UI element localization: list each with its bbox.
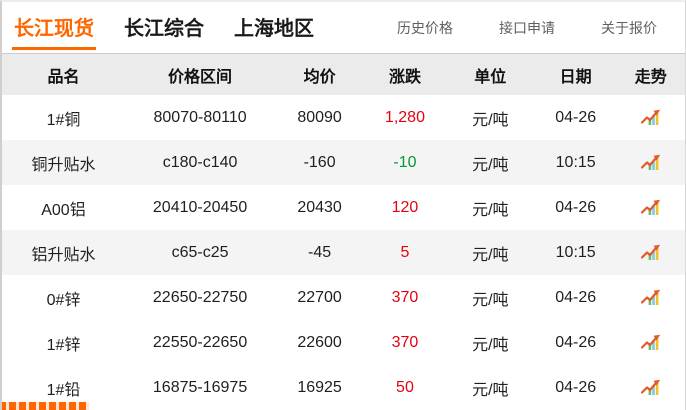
header-date: 日期 (559, 68, 592, 86)
table-header-row: 品名 价格区间 均价 涨跌 单位 日期 走势 (2, 53, 685, 95)
product-name: 0#锌 (46, 291, 81, 309)
top-navigation: 长江现货 长江综合 上海地区 历史价格 接口申请 关于报价 (2, 2, 685, 53)
table-row: 铜升贴水 c180-c140 -160 -10 元/吨 10:15 (2, 140, 685, 185)
average-price: 22700 (297, 288, 342, 306)
unit: 元/吨 (472, 156, 509, 174)
date: 04-26 (555, 198, 597, 216)
trend-chart-icon[interactable] (640, 199, 661, 216)
product-name: 1#铜 (46, 111, 81, 129)
average-price: -160 (303, 153, 336, 171)
tab-bar: 长江现货 长江综合 上海地区 (12, 2, 316, 53)
tab-shanghai-region[interactable]: 上海地区 (234, 18, 314, 40)
product-name: 铜升贴水 (31, 156, 96, 174)
table-body: 1#铜 80070-80110 80090 1,280 元/吨 04-26 铜升… (2, 95, 685, 410)
next-section-partial-banner (2, 402, 89, 410)
product-name: 1#铅 (46, 381, 81, 399)
change-value: 120 (391, 198, 419, 216)
date: 10:15 (555, 153, 596, 171)
tab-changjiang-composite[interactable]: 长江综合 (124, 18, 204, 40)
average-price: 22600 (297, 333, 342, 351)
price-range: 22650-22750 (152, 288, 248, 306)
change-value: 5 (400, 243, 410, 261)
trend-chart-icon[interactable] (640, 109, 661, 126)
date: 10:15 (555, 243, 596, 261)
price-range: c65-c25 (171, 243, 229, 261)
date: 04-26 (555, 378, 597, 396)
change-value: 370 (391, 333, 419, 351)
table-row: 1#铅 16875-16975 16925 50 元/吨 04-26 (2, 365, 685, 410)
unit: 元/吨 (472, 246, 509, 264)
average-price: 16925 (297, 378, 342, 396)
product-name: A00铝 (41, 201, 86, 219)
table-row: A00铝 20410-20450 20430 120 元/吨 04-26 (2, 185, 685, 230)
table-row: 0#锌 22650-22750 22700 370 元/吨 04-26 (2, 275, 685, 320)
link-about-quotes[interactable]: 关于报价 (601, 19, 657, 36)
table-row: 1#锌 22550-22650 22600 370 元/吨 04-26 (2, 320, 685, 365)
nav-links: 历史价格 接口申请 关于报价 (397, 18, 657, 38)
price-range: 20410-20450 (152, 198, 248, 216)
unit: 元/吨 (472, 201, 509, 219)
header-trend: 走势 (634, 68, 667, 86)
change-value: -10 (393, 153, 417, 171)
average-price: 80090 (297, 108, 342, 126)
header-average: 均价 (303, 68, 336, 86)
product-name: 1#锌 (46, 336, 81, 354)
price-table: 品名 价格区间 均价 涨跌 单位 日期 走势 1#铜 80070-80110 8… (2, 53, 685, 410)
change-value: 1,280 (384, 108, 425, 126)
header-product: 品名 (47, 68, 80, 86)
table-row: 1#铜 80070-80110 80090 1,280 元/吨 04-26 (2, 95, 685, 140)
trend-chart-icon[interactable] (640, 244, 661, 261)
average-price: 20430 (297, 198, 342, 216)
price-range: 16875-16975 (152, 378, 248, 396)
unit: 元/吨 (472, 111, 509, 129)
trend-chart-icon[interactable] (640, 289, 661, 306)
price-range: 22550-22650 (152, 333, 248, 351)
link-history-prices[interactable]: 历史价格 (397, 19, 453, 36)
trend-chart-icon[interactable] (640, 154, 661, 171)
tab-changjiang-spot[interactable]: 长江现货 (12, 0, 96, 53)
price-range: 80070-80110 (153, 108, 247, 126)
date: 04-26 (555, 288, 597, 306)
trend-chart-icon[interactable] (640, 334, 661, 351)
header-unit: 单位 (474, 68, 507, 86)
header-price-range: 价格区间 (168, 68, 233, 86)
unit: 元/吨 (472, 381, 509, 399)
trend-chart-icon[interactable] (640, 379, 661, 396)
change-value: 370 (391, 288, 419, 306)
table-row: 铝升贴水 c65-c25 -45 5 元/吨 10:15 (2, 230, 685, 275)
product-name: 铝升贴水 (31, 246, 96, 264)
change-value: 50 (396, 378, 414, 396)
date: 04-26 (555, 333, 597, 351)
header-change: 涨跌 (388, 68, 421, 86)
date: 04-26 (555, 108, 597, 126)
unit: 元/吨 (472, 291, 509, 309)
price-range: c180-c140 (162, 153, 238, 171)
link-api-apply[interactable]: 接口申请 (499, 19, 555, 36)
average-price: -45 (308, 243, 332, 261)
unit: 元/吨 (472, 336, 509, 354)
